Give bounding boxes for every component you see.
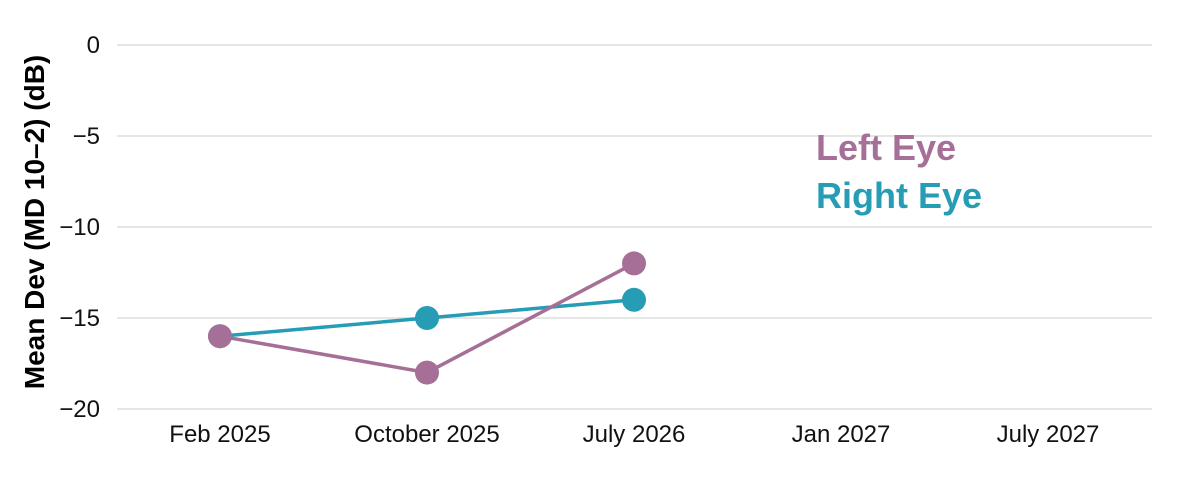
right-eye-point[interactable]	[622, 287, 646, 312]
grid-layer	[117, 44, 1152, 410]
left-eye-point[interactable]	[208, 324, 232, 349]
y-tick-label: −15	[59, 305, 100, 332]
series-layer	[208, 251, 646, 385]
y-tick-label: 0	[87, 32, 100, 59]
x-tick-label: July 2027	[997, 421, 1100, 448]
y-tick-label: −5	[73, 123, 100, 150]
legend: Left Eye Right Eye	[816, 127, 982, 216]
legend-item-right-eye: Right Eye	[816, 175, 982, 216]
y-axis-ticks: 0 −5 −10 −15 −20	[59, 32, 100, 423]
y-axis-title: Mean Dev (MD 10–2) (dB)	[19, 55, 50, 390]
x-axis-ticks: Feb 2025 October 2025 July 2026 Jan 2027 Jul…	[169, 421, 1099, 448]
right-eye-point[interactable]	[415, 306, 439, 330]
x-tick-label: October 2025	[354, 421, 499, 448]
y-tick-label: −10	[59, 214, 100, 241]
x-tick-label: Feb 2025	[169, 421, 270, 448]
left-eye-point[interactable]	[415, 360, 439, 385]
x-tick-label: Jan 2027	[792, 421, 891, 448]
left-eye-point[interactable]	[622, 251, 646, 276]
legend-item-left-eye: Left Eye	[816, 127, 956, 168]
y-tick-label: −20	[59, 396, 100, 423]
x-tick-label: July 2026	[583, 421, 686, 448]
